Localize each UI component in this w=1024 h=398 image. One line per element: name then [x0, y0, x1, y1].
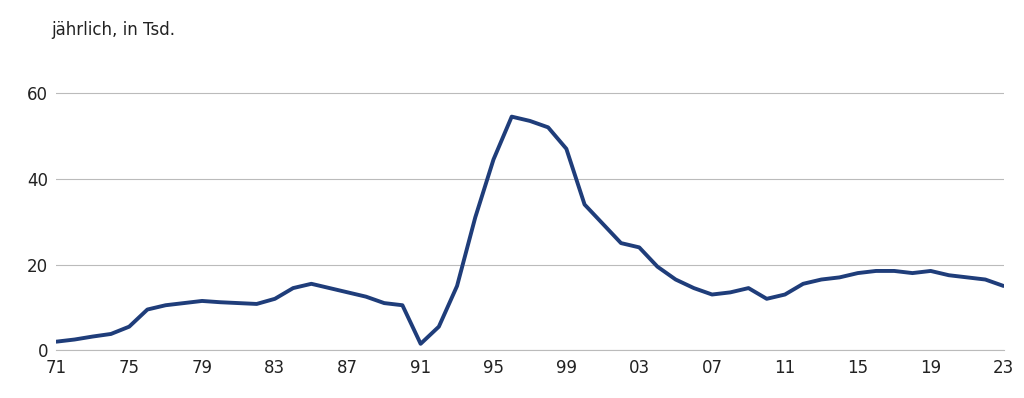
- Text: jährlich, in Tsd.: jährlich, in Tsd.: [51, 21, 175, 39]
